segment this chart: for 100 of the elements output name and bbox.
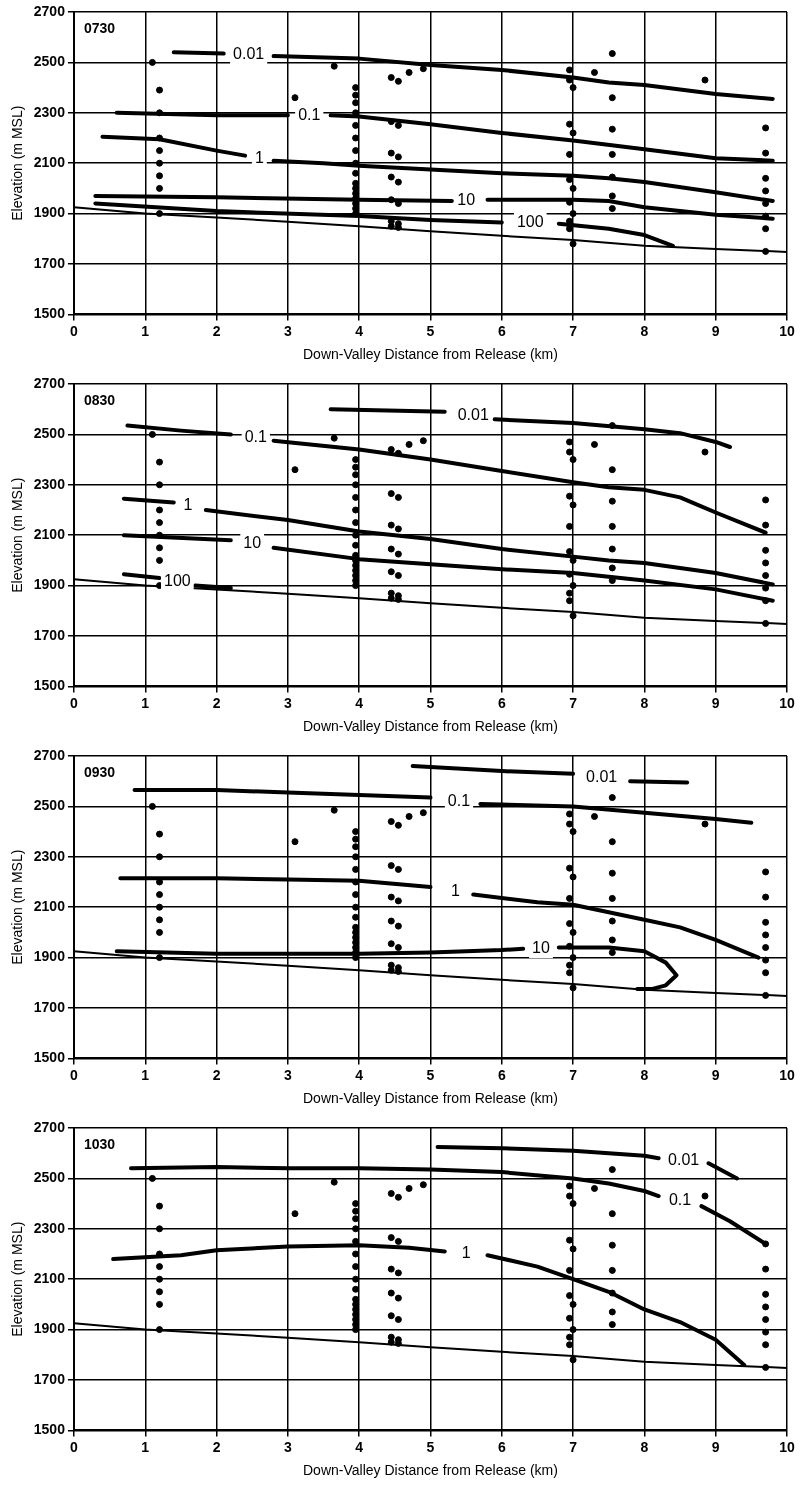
series-label: 0.1 [244, 428, 267, 446]
y-tick-label: 2300 [33, 103, 66, 120]
x-tick-label: 8 [640, 1066, 649, 1083]
series-label: 1 [254, 148, 264, 166]
y-tick-label: 2700 [33, 1118, 66, 1135]
y-tick-label: 2700 [33, 746, 66, 763]
x-tick-label: 2 [212, 1438, 221, 1455]
x-tick-label: 7 [569, 694, 578, 711]
series-label: 0.01 [457, 406, 489, 424]
text: 1030 [83, 1135, 116, 1152]
y-tick-label: 1500 [33, 305, 66, 322]
y-tick-label: 1700 [33, 1370, 66, 1387]
series-label: 1 [461, 1243, 471, 1261]
x-tick-label: 6 [497, 694, 506, 711]
x-tick-label: 5 [426, 1066, 435, 1083]
y-tick-label: 2500 [33, 425, 66, 442]
x-tick-label: 4 [355, 322, 364, 339]
series-label: 0.01 [233, 45, 265, 63]
series-label: 10 [243, 534, 262, 552]
x-tick-label: 8 [640, 694, 649, 711]
x-tick-label: 2 [212, 322, 221, 339]
y-tick-label: 1500 [33, 677, 66, 694]
x-tick-label: 8 [640, 322, 649, 339]
series-label: 0.01 [586, 767, 618, 785]
x-tick-label: 2 [212, 694, 221, 711]
x-axis-title: Down-Valley Distance from Release (km) [303, 1090, 558, 1107]
x-tick-label: 4 [355, 694, 364, 711]
y-tick-label: 2300 [33, 847, 66, 864]
series-label: 1 [183, 496, 193, 514]
x-tick-label: 9 [711, 694, 720, 711]
x-tick-label: 6 [497, 1438, 506, 1455]
y-tick-label: 2100 [33, 526, 66, 543]
series-label: 10 [532, 938, 550, 956]
x-tick-label: 1 [141, 1438, 150, 1455]
y-tick-label: 2500 [33, 1169, 66, 1186]
y-axis-title: Elevation (m MSL) [9, 477, 26, 593]
y-tick-label: 1700 [33, 626, 66, 643]
x-tick-label: 10 [779, 1066, 795, 1083]
series-label: 0.1 [298, 105, 321, 123]
y-tick-label: 1500 [33, 1421, 66, 1438]
x-tick-label: 6 [497, 1066, 506, 1083]
x-tick-label: 10 [779, 322, 795, 339]
x-tick-label: 7 [569, 1438, 578, 1455]
y-tick-label: 2300 [33, 475, 66, 492]
x-tick-label: 1 [141, 1066, 150, 1083]
y-axis-title: Elevation (m MSL) [9, 105, 26, 221]
text: 0930 [83, 763, 116, 780]
x-tick-label: 3 [283, 322, 292, 339]
series-label: 1 [450, 881, 460, 899]
y-tick-label: 2700 [33, 2, 66, 19]
text: 0730 [83, 19, 116, 36]
x-tick-label: 10 [779, 1438, 795, 1455]
y-axis-title: Elevation (m MSL) [9, 1221, 26, 1337]
y-tick-label: 1900 [33, 576, 66, 593]
series-label: 0.1 [447, 791, 471, 809]
x-tick-label: 1 [141, 694, 150, 711]
y-tick-label: 1900 [33, 1320, 66, 1337]
y-tick-label: 1500 [33, 1049, 66, 1066]
x-tick-label: 0 [70, 1438, 79, 1455]
series-label: 100 [163, 572, 191, 590]
series-label: 100 [516, 213, 544, 231]
x-tick-label: 10 [779, 694, 795, 711]
y-tick-label: 1900 [33, 204, 66, 221]
x-tick-label: 0 [70, 694, 79, 711]
x-tick-label: 7 [569, 322, 578, 339]
series-label: 0.1 [668, 1191, 692, 1209]
y-tick-label: 2300 [33, 1219, 66, 1236]
x-tick-label: 4 [355, 1438, 364, 1455]
y-tick-label: 2500 [33, 797, 66, 814]
y-tick-label: 2500 [33, 53, 66, 70]
y-tick-label: 1700 [33, 998, 66, 1015]
y-tick-label: 2100 [33, 898, 66, 915]
x-tick-label: 9 [711, 1438, 720, 1455]
x-axis-title: Down-Valley Distance from Release (km) [303, 718, 558, 735]
y-tick-label: 1900 [33, 948, 66, 965]
series-label: 0.01 [668, 1151, 700, 1169]
x-axis-title: Down-Valley Distance from Release (km) [303, 1462, 558, 1479]
y-tick-label: 2100 [33, 1270, 66, 1287]
y-tick-label: 2100 [33, 154, 66, 171]
x-tick-label: 0 [70, 1066, 79, 1083]
x-tick-label: 3 [283, 694, 292, 711]
text: 0830 [83, 391, 116, 408]
x-tick-label: 5 [426, 322, 435, 339]
y-tick-label: 2700 [33, 374, 66, 391]
x-tick-label: 3 [283, 1066, 292, 1083]
x-axis-title: Down-Valley Distance from Release (km) [303, 346, 558, 363]
x-tick-label: 1 [141, 322, 150, 339]
x-tick-label: 9 [711, 1066, 720, 1083]
x-tick-label: 6 [497, 322, 506, 339]
y-tick-label: 1700 [33, 254, 66, 271]
y-axis-title: Elevation (m MSL) [9, 849, 26, 965]
x-tick-label: 0 [70, 322, 79, 339]
x-tick-label: 9 [711, 322, 720, 339]
x-tick-label: 7 [569, 1066, 578, 1083]
series-label: 10 [457, 190, 476, 208]
x-tick-label: 5 [426, 1438, 435, 1455]
x-tick-label: 3 [283, 1438, 292, 1455]
x-tick-label: 4 [355, 1066, 364, 1083]
x-tick-label: 8 [640, 1438, 649, 1455]
x-tick-label: 5 [426, 694, 435, 711]
